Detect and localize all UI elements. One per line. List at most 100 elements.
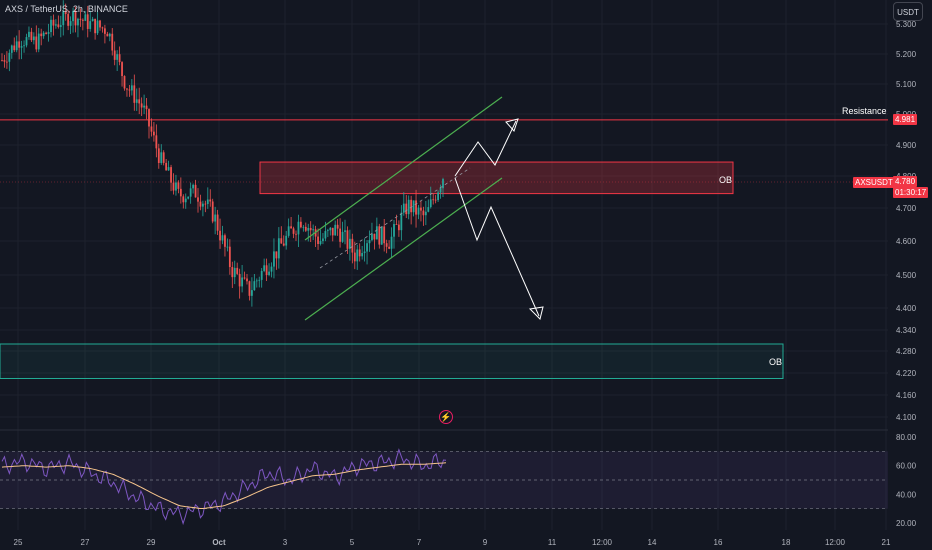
time-tick-label: 7	[417, 538, 422, 547]
channel-upper	[304, 96, 503, 241]
candle-body	[197, 197, 199, 202]
candle-body	[3, 60, 6, 62]
candle-body	[30, 31, 33, 41]
candle-body	[202, 203, 204, 207]
candle-body	[378, 226, 381, 245]
candle-body	[375, 226, 378, 240]
projection-down-path	[454, 177, 540, 317]
candle-body	[344, 230, 346, 232]
currency-button[interactable]: USDT	[893, 2, 923, 21]
candle-body	[290, 226, 292, 229]
candle-body	[282, 243, 285, 246]
resistance-price-badge: 4.981	[893, 114, 918, 125]
candle-body	[45, 32, 47, 34]
projection-down-arrowhead	[528, 306, 544, 320]
candle-body	[99, 20, 101, 28]
candle-body	[356, 249, 359, 262]
price-tick-label: 4.900	[896, 141, 917, 150]
candle-body	[182, 196, 185, 203]
candle-body	[219, 230, 221, 241]
candle-body	[104, 28, 106, 34]
time-tick-label: 18	[782, 538, 791, 547]
candle-body	[334, 224, 337, 236]
candle-body	[277, 238, 280, 259]
candle-body	[204, 203, 207, 205]
rsi-tick-label: 60.00	[896, 462, 917, 471]
symbol-title: AXS / TetherUS, 2h, BINANCE	[5, 4, 128, 14]
resistance-label: Resistance	[842, 106, 887, 116]
candle-body	[177, 182, 180, 189]
candle-body	[167, 167, 170, 171]
candle-body	[307, 227, 310, 231]
candle-body	[309, 227, 312, 231]
candle-body	[422, 210, 425, 216]
candle-body	[28, 31, 30, 38]
candle-body	[373, 233, 376, 240]
time-axis: 25 27 29 Oct 3 5 7 9 11 12:00 14 16 18 12:00 21	[14, 538, 891, 547]
candle-body	[157, 148, 160, 163]
candle-body	[106, 33, 109, 37]
candle-body	[153, 131, 155, 136]
candle-body	[346, 230, 349, 249]
candle-body	[72, 10, 74, 22]
time-tick-label: 9	[483, 538, 488, 547]
candle-body	[113, 50, 116, 60]
candle-body	[57, 24, 60, 27]
rsi-pane	[0, 448, 888, 526]
candle-body	[15, 41, 18, 51]
candle-body	[427, 207, 430, 212]
candle-body	[135, 99, 138, 103]
candle-body	[412, 200, 415, 213]
candle-body	[192, 184, 194, 189]
price-tick-label: 4.100	[896, 413, 917, 422]
time-tick-label: 21	[882, 538, 891, 547]
zones	[0, 119, 888, 379]
candle-body	[118, 54, 121, 63]
candle-body	[8, 52, 11, 62]
candle-body	[18, 41, 21, 48]
candle-body	[326, 230, 329, 232]
candle-body	[126, 88, 128, 90]
candle-body	[358, 249, 361, 257]
candle-body	[336, 224, 339, 229]
time-tick-label: 14	[648, 538, 657, 547]
candle-body	[20, 46, 23, 48]
candle-body	[55, 24, 57, 26]
candle-body	[424, 211, 427, 216]
candle-body	[143, 105, 145, 108]
price-tick-label: 4.160	[896, 391, 917, 400]
candle-body	[160, 152, 163, 163]
candle-body	[91, 18, 94, 22]
candle-body	[77, 18, 79, 26]
time-tick-label: 11	[548, 538, 557, 547]
lightning-icon[interactable]: ⚡	[439, 410, 453, 424]
channel-midline	[319, 167, 471, 269]
candle-body	[224, 235, 226, 247]
candle-body	[59, 25, 62, 27]
time-tick-label: 25	[14, 538, 23, 547]
channel-lower	[304, 177, 503, 321]
candle-body	[324, 231, 327, 239]
candle-body	[81, 19, 84, 21]
candle-body	[268, 271, 270, 275]
candle-body	[410, 199, 413, 213]
candle-body	[162, 152, 165, 163]
candle-body	[322, 238, 324, 242]
candle-body	[429, 199, 432, 208]
ob-upper-label: OB	[719, 175, 733, 185]
candle-body	[255, 280, 258, 282]
candle-body	[420, 207, 422, 211]
last-price-badge: 4.780	[893, 176, 918, 187]
countdown-badge: 01:30:17	[893, 187, 929, 198]
time-tick-label: 3	[283, 538, 288, 547]
candle-body	[101, 27, 104, 29]
candle-body	[84, 14, 87, 21]
price-tick-label: 5.300	[896, 20, 917, 29]
candle-body	[79, 18, 82, 20]
price-tick-label: 4.500	[896, 271, 917, 280]
candle-body	[221, 235, 224, 241]
candle-body	[270, 266, 273, 272]
candle-body	[258, 279, 261, 281]
candle-body	[361, 253, 364, 257]
